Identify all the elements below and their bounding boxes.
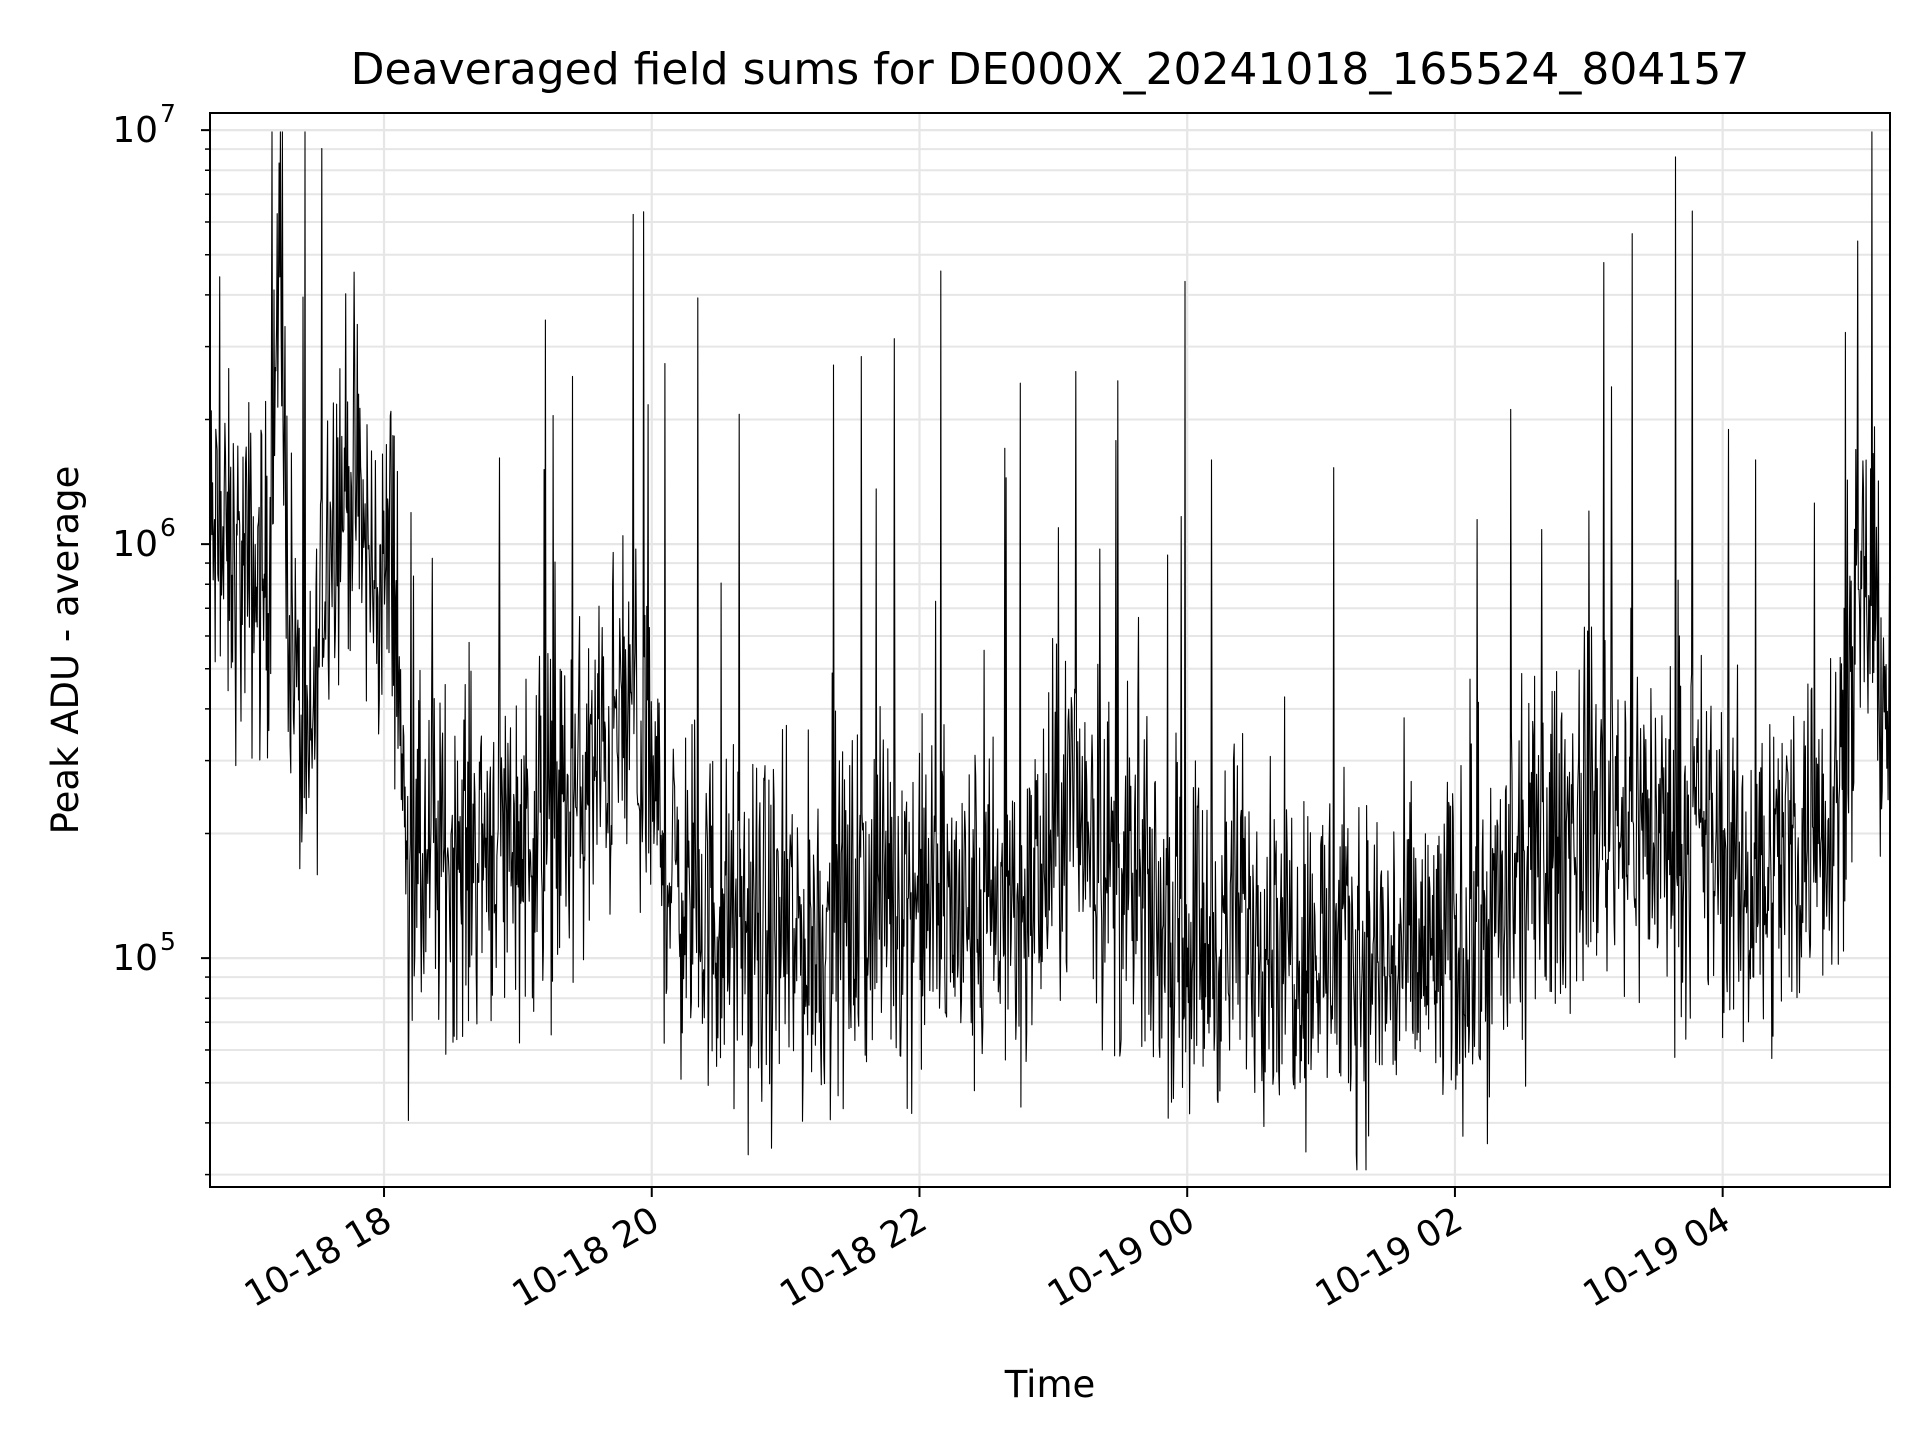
y-axis-label: Peak ADU - average: [44, 466, 87, 835]
series-layer: [209, 131, 1891, 1171]
y-tick-label-exponent: 6: [160, 513, 176, 542]
y-tick-label-exponent: 5: [160, 927, 176, 956]
y-tick-label: 10: [112, 938, 158, 979]
y-tick-label: 10: [112, 110, 158, 151]
y-tick-label-exponent: 7: [160, 99, 176, 128]
plot-frame: [209, 112, 1891, 1188]
data-series-line: [209, 131, 1891, 1171]
x-axis-label: Time: [1004, 1363, 1096, 1406]
y-tick-label: 10: [112, 524, 158, 565]
grid: [210, 113, 1890, 1187]
chart-title: Deaveraged field sums for DE000X_2024101…: [351, 44, 1750, 95]
